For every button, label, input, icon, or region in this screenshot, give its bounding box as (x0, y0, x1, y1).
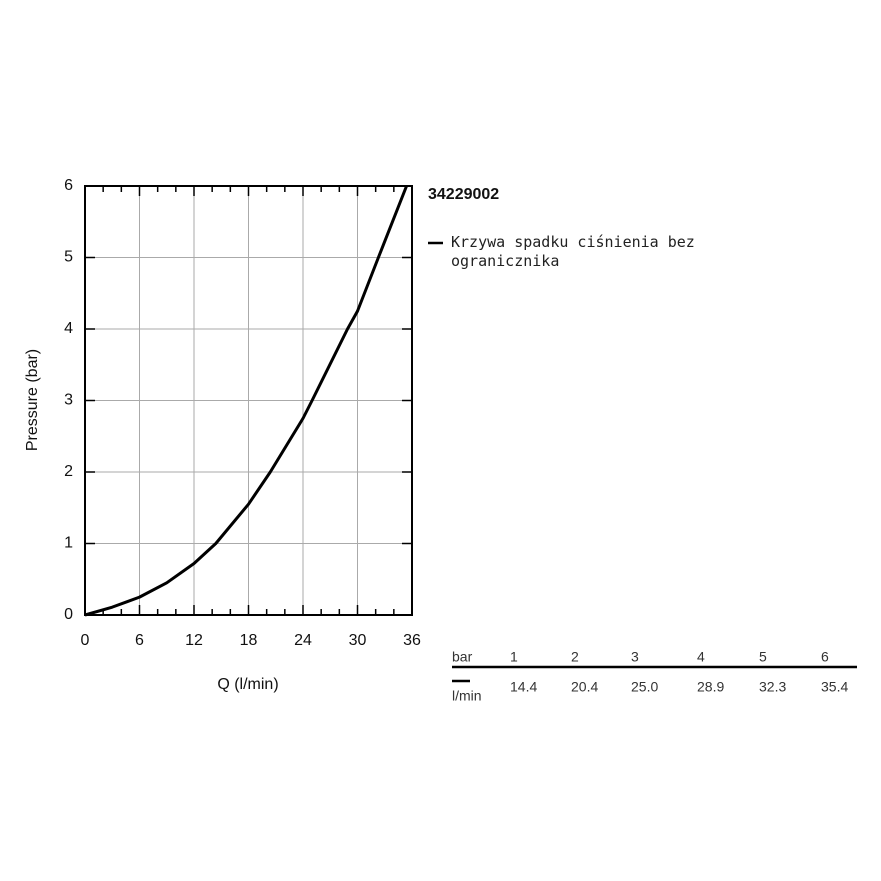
legend: Krzywa spadku ciśnienia bez ogranicznika (451, 233, 695, 270)
y-tick-label: 1 (64, 535, 73, 552)
y-tick-label: 2 (64, 463, 73, 480)
table-header: 4 (697, 649, 705, 665)
table-header: 3 (631, 649, 639, 665)
y-tick-label: 4 (64, 320, 73, 337)
table-cell: 35.4 (821, 679, 848, 695)
y-tick-label: 5 (64, 249, 73, 266)
x-tick-label: 18 (240, 632, 258, 649)
table-header: 2 (571, 649, 579, 665)
data-line (84, 185, 408, 617)
x-tick-label: 30 (349, 632, 367, 649)
table-header: bar (452, 649, 473, 665)
legend-label: Krzywa spadku ciśnienia bez ogranicznika (451, 233, 695, 270)
table-header: 5 (759, 649, 767, 665)
table-cell: 14.4 (510, 679, 537, 695)
x-axis-label: Q (l/min) (217, 676, 278, 693)
table-header: 1 (510, 649, 518, 665)
y-tick-label: 6 (64, 177, 73, 194)
table-cell: 32.3 (759, 679, 786, 695)
x-tick-label: 36 (403, 632, 421, 649)
chart-title: 34229002 (428, 186, 499, 203)
table-header: 6 (821, 649, 829, 665)
y-axis-label: Pressure (bar) (24, 349, 41, 451)
plot-frame (84, 185, 413, 616)
y-tick-label: 3 (64, 392, 73, 409)
x-tick-label: 6 (135, 632, 144, 649)
table-cell: 28.9 (697, 679, 724, 695)
table-cell: 25.0 (631, 679, 658, 695)
x-tick-label: 0 (81, 632, 90, 649)
table-cell: 20.4 (571, 679, 598, 695)
x-tick-label: 12 (185, 632, 203, 649)
y-tick-label: 0 (64, 606, 73, 623)
x-tick-label: 24 (294, 632, 312, 649)
table-row-label: l/min (452, 688, 482, 704)
